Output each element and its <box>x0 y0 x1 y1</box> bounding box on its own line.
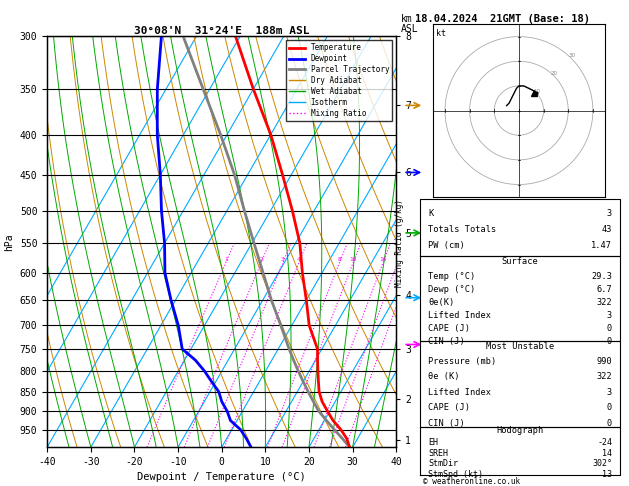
Text: 990: 990 <box>596 357 612 366</box>
Text: PW (cm): PW (cm) <box>428 242 465 250</box>
Text: 1: 1 <box>224 258 228 262</box>
Text: -24: -24 <box>597 438 612 447</box>
Text: kt: kt <box>436 30 446 38</box>
Text: 8: 8 <box>338 258 342 262</box>
Text: km: km <box>401 14 413 24</box>
Text: Totals Totals: Totals Totals <box>428 225 496 234</box>
Text: Pressure (mb): Pressure (mb) <box>428 357 496 366</box>
Title: 30°08'N  31°24'E  188m ASL: 30°08'N 31°24'E 188m ASL <box>134 26 309 35</box>
Text: SREH: SREH <box>428 449 448 458</box>
Text: Lifted Index: Lifted Index <box>428 311 491 320</box>
Text: CIN (J): CIN (J) <box>428 337 465 346</box>
Text: 10: 10 <box>533 89 540 94</box>
Text: CL: CL <box>438 342 447 347</box>
Text: 29.3: 29.3 <box>591 272 612 280</box>
Text: 13: 13 <box>602 470 612 479</box>
Text: 3: 3 <box>281 258 285 262</box>
Text: 322: 322 <box>596 372 612 382</box>
Text: θe(K): θe(K) <box>428 298 454 307</box>
Text: θe (K): θe (K) <box>428 372 460 382</box>
Text: 30: 30 <box>569 53 576 58</box>
Text: Hodograph: Hodograph <box>496 427 544 435</box>
Text: Temp (°C): Temp (°C) <box>428 272 476 280</box>
Text: CAPE (J): CAPE (J) <box>428 324 470 333</box>
Legend: Temperature, Dewpoint, Parcel Trajectory, Dry Adiabat, Wet Adiabat, Isotherm, Mi: Temperature, Dewpoint, Parcel Trajectory… <box>286 40 392 121</box>
X-axis label: Dewpoint / Temperature (°C): Dewpoint / Temperature (°C) <box>137 472 306 483</box>
Text: 3: 3 <box>607 388 612 397</box>
Text: EH: EH <box>428 438 438 447</box>
Text: 302°: 302° <box>592 459 612 469</box>
Text: 14: 14 <box>602 449 612 458</box>
Text: 3: 3 <box>607 209 612 218</box>
Text: 322: 322 <box>596 298 612 307</box>
Text: StmDir: StmDir <box>428 459 458 469</box>
Text: CAPE (J): CAPE (J) <box>428 403 470 412</box>
Text: Surface: Surface <box>502 257 538 265</box>
Text: Dewp (°C): Dewp (°C) <box>428 285 476 294</box>
Text: 0: 0 <box>607 403 612 412</box>
Text: 0: 0 <box>607 324 612 333</box>
Text: 0: 0 <box>607 337 612 346</box>
Text: 20: 20 <box>551 71 558 76</box>
Text: 0: 0 <box>607 419 612 428</box>
Text: CIN (J): CIN (J) <box>428 419 465 428</box>
Text: 43: 43 <box>602 225 612 234</box>
Text: 10: 10 <box>350 258 357 262</box>
Text: 18.04.2024  21GMT (Base: 18): 18.04.2024 21GMT (Base: 18) <box>415 14 590 24</box>
Text: 3: 3 <box>607 311 612 320</box>
Y-axis label: hPa: hPa <box>4 233 14 251</box>
Text: © weatheronline.co.uk: © weatheronline.co.uk <box>423 477 520 486</box>
Text: 6.7: 6.7 <box>596 285 612 294</box>
Text: 1.47: 1.47 <box>591 242 612 250</box>
Text: Most Unstable: Most Unstable <box>486 342 554 351</box>
Text: K: K <box>428 209 433 218</box>
Text: 16: 16 <box>379 258 387 262</box>
Text: ASL: ASL <box>401 24 419 34</box>
Text: StmSpd (kt): StmSpd (kt) <box>428 470 483 479</box>
Text: 4: 4 <box>297 258 301 262</box>
Text: Mixing Ratio (g/kg): Mixing Ratio (g/kg) <box>395 199 404 287</box>
Text: Lifted Index: Lifted Index <box>428 388 491 397</box>
Text: 2: 2 <box>259 258 263 262</box>
